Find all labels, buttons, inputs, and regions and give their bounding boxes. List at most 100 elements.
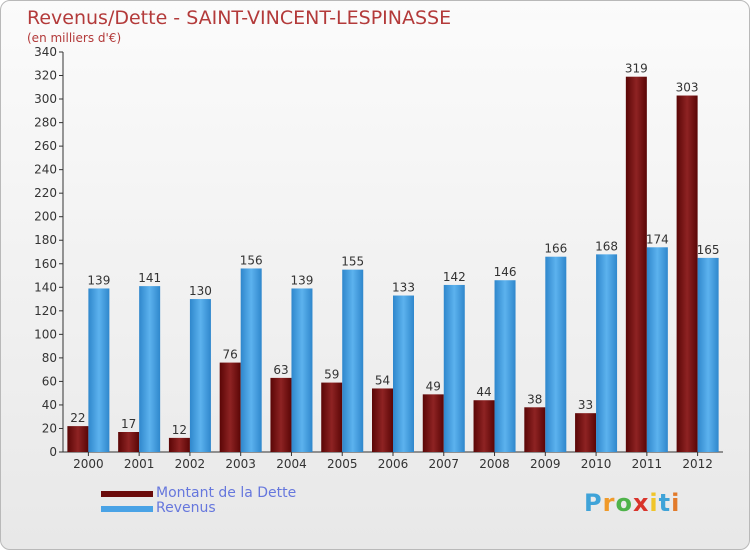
data-label: 59: [324, 368, 339, 382]
chart-title: Revenus/Dette - SAINT-VINCENT-LESPINASSE: [27, 7, 452, 29]
bar-revenus: [697, 257, 719, 452]
bar-dette: [219, 362, 241, 452]
data-label: 155: [341, 255, 364, 269]
bar-revenus: [646, 247, 668, 452]
data-label: 133: [392, 281, 415, 295]
x-tick-label: 2010: [581, 457, 612, 471]
y-tick-label: 80: [42, 351, 57, 365]
logo-letter: i: [649, 489, 659, 517]
y-tick-label: 220: [34, 186, 57, 200]
logo-letter: t: [658, 489, 672, 517]
x-tick-label: 2007: [428, 457, 459, 471]
bar-dette: [168, 437, 190, 452]
bar-dette: [118, 432, 140, 452]
x-tick-label: 2000: [73, 457, 104, 471]
bar-revenus: [545, 256, 567, 452]
bar-dette: [67, 426, 89, 452]
x-tick-label: 2008: [479, 457, 510, 471]
chart-bars: [67, 76, 719, 453]
x-tick-label: 2006: [378, 457, 409, 471]
x-tick-label: 2012: [682, 457, 713, 471]
y-tick-label: 340: [34, 45, 57, 59]
data-label: 319: [625, 62, 648, 76]
data-label: 22: [70, 411, 85, 425]
logo-letter: i: [671, 489, 681, 517]
data-label: 54: [375, 373, 390, 387]
data-label: 130: [189, 284, 212, 298]
y-tick-label: 60: [42, 374, 57, 388]
y-tick-label: 280: [34, 116, 57, 130]
bar-revenus: [291, 288, 313, 452]
x-tick-label: 2002: [175, 457, 206, 471]
legend-swatch-dette: [101, 491, 153, 497]
y-tick-label: 180: [34, 233, 57, 247]
data-label: 168: [595, 239, 618, 253]
data-label: 142: [443, 270, 466, 284]
data-label: 165: [697, 243, 720, 257]
legend-label-dette: Montant de la Dette: [156, 485, 297, 501]
y-tick-label: 40: [42, 398, 57, 412]
y-tick-label: 20: [42, 421, 57, 435]
y-tick-label: 0: [49, 445, 57, 459]
y-tick-label: 100: [34, 327, 57, 341]
logo-letter: o: [615, 489, 633, 517]
bar-revenus: [88, 288, 110, 452]
data-label: 63: [273, 363, 288, 377]
bar-dette: [625, 76, 647, 453]
x-tick-label: 2003: [225, 457, 256, 471]
x-tick-label: 2005: [327, 457, 358, 471]
x-tick-label: 2004: [276, 457, 307, 471]
bar-dette: [676, 95, 698, 452]
proxiti-logo: Proxiti: [584, 489, 680, 517]
data-label: 303: [676, 81, 699, 95]
x-tick-label: 2001: [124, 457, 155, 471]
bar-revenus: [189, 299, 211, 452]
y-tick-label: 120: [34, 304, 57, 318]
data-label: 17: [121, 417, 136, 431]
y-tick-label: 140: [34, 280, 57, 294]
data-label: 38: [527, 392, 542, 406]
y-tick-label: 300: [34, 92, 57, 106]
bar-revenus: [342, 269, 364, 452]
data-label: 174: [646, 232, 669, 246]
y-tick-label: 240: [34, 163, 57, 177]
logo-letter: P: [584, 489, 603, 517]
bar-dette: [270, 377, 292, 452]
x-tick-label: 2009: [530, 457, 561, 471]
data-label: 33: [578, 398, 593, 412]
bar-revenus: [240, 268, 262, 452]
y-tick-label: 160: [34, 257, 57, 271]
bar-revenus: [494, 280, 516, 452]
data-label: 49: [426, 379, 441, 393]
data-label: 12: [172, 423, 187, 437]
bar-revenus: [139, 286, 161, 452]
legend-label-revenus: Revenus: [156, 500, 216, 516]
data-label: 76: [223, 348, 238, 362]
bar-dette: [575, 413, 597, 452]
bar-dette: [372, 388, 393, 452]
bar-revenus: [596, 254, 618, 452]
chart-subtitle: (en milliers d'€): [27, 31, 122, 45]
data-label: 166: [544, 242, 567, 256]
bar-dette: [524, 407, 546, 452]
bar-dette: [473, 400, 495, 452]
logo-letter: x: [632, 489, 650, 517]
legend-swatch-revenus: [101, 506, 153, 512]
data-label: 141: [138, 271, 161, 285]
x-tick-label: 2011: [632, 457, 663, 471]
y-tick-label: 200: [34, 210, 57, 224]
data-label: 156: [240, 253, 263, 267]
bar-dette: [422, 394, 444, 452]
y-tick-label: 260: [34, 139, 57, 153]
data-label: 44: [476, 385, 491, 399]
logo-letter: r: [602, 489, 616, 517]
y-tick-label: 320: [34, 69, 57, 83]
bar-revenus: [443, 284, 465, 452]
bar-revenus: [393, 295, 414, 452]
data-label: 146: [494, 265, 517, 279]
bar-dette: [321, 382, 343, 452]
data-label: 139: [291, 273, 314, 287]
data-label: 139: [87, 273, 110, 287]
